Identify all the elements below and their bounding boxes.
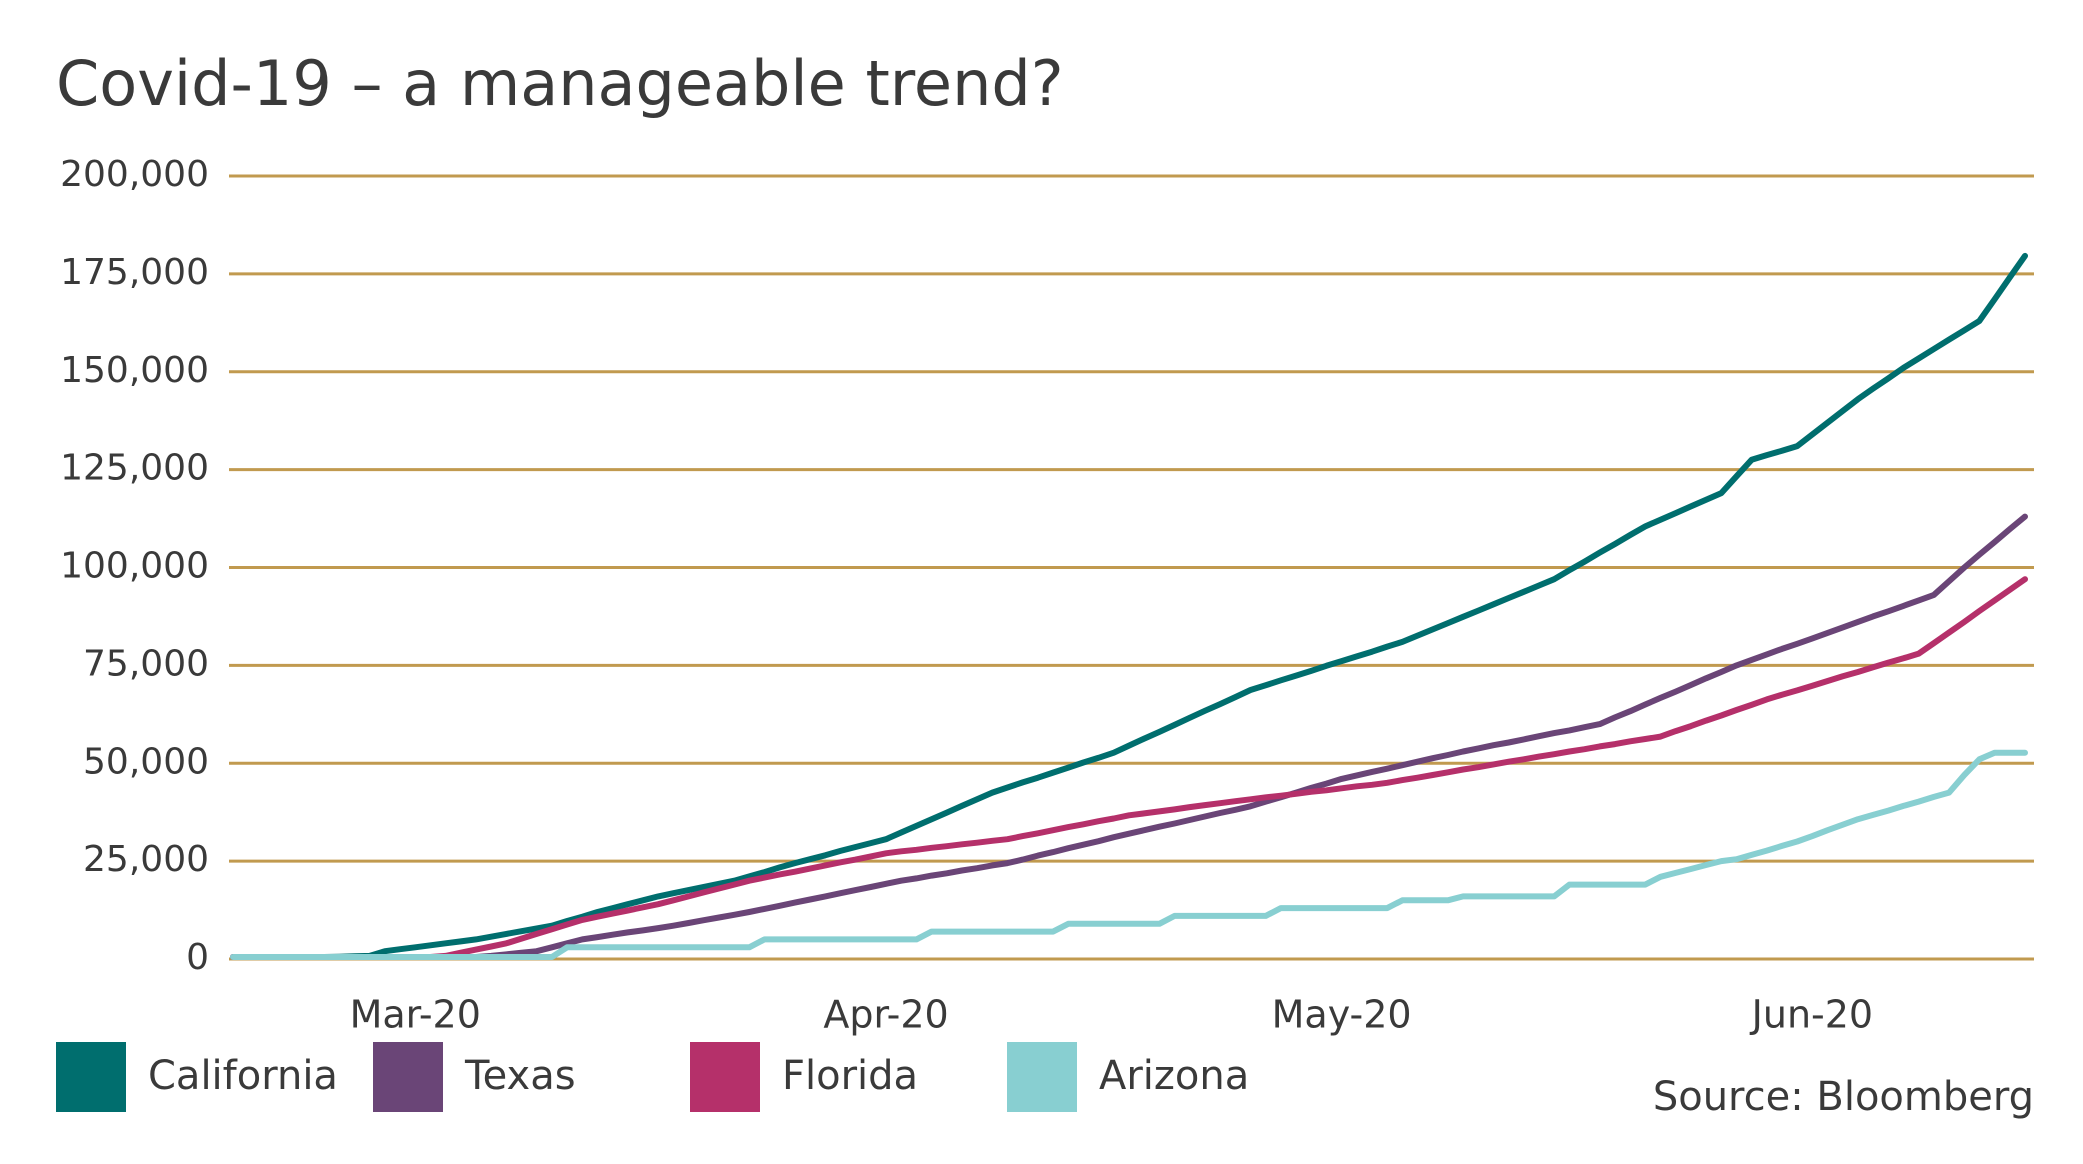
legend-label: Arizona	[1099, 1053, 1249, 1099]
line-series	[230, 513, 2028, 960]
legend-swatch	[1007, 1042, 1077, 1112]
line-series	[230, 576, 2028, 960]
x-tick-label: Mar-20	[350, 993, 481, 1037]
y-tick-label: 150,000	[60, 350, 209, 391]
legend-label: Florida	[782, 1053, 918, 1099]
x-tick-label: Jun-20	[1750, 993, 1873, 1037]
y-tick-label: 200,000	[60, 154, 209, 195]
y-tick-label: 100,000	[60, 546, 209, 587]
x-tick-label: May-20	[1272, 993, 1412, 1037]
y-tick-label: 125,000	[60, 448, 209, 489]
y-tick-label: 75,000	[83, 643, 209, 684]
line-series	[230, 252, 2028, 960]
legend-label: Texas	[464, 1053, 576, 1099]
y-tick-label: 50,000	[83, 741, 209, 782]
source: Source: Bloomberg	[1653, 1074, 2034, 1120]
legend-swatch	[690, 1042, 760, 1112]
y-tick-label: 175,000	[60, 252, 209, 293]
legend-label: California	[148, 1053, 338, 1099]
legend-swatch	[373, 1042, 443, 1112]
chart-title: Covid-19 – a manageable trend?	[56, 47, 1064, 120]
y-tick-label: 25,000	[83, 839, 209, 880]
x-tick-label: Apr-20	[823, 993, 948, 1037]
line-series	[230, 749, 2028, 960]
y-tick-label: 0	[186, 937, 209, 978]
legend-swatch	[56, 1042, 126, 1112]
